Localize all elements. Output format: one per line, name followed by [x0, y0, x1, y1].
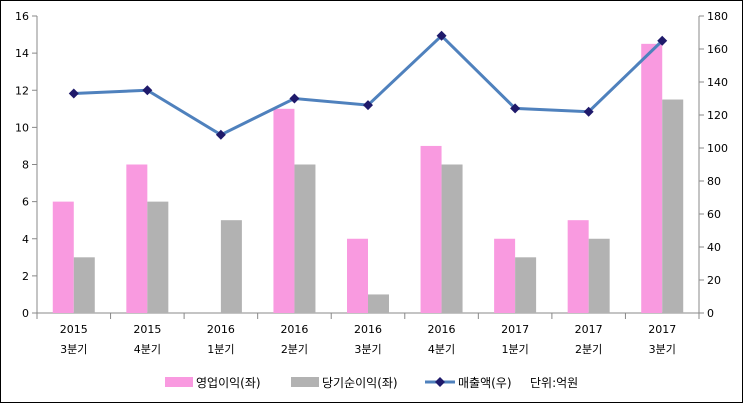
y-right-tick-label: 40	[707, 241, 721, 254]
x-tick-label-year: 2015	[60, 323, 88, 336]
y-left-tick-label: 8	[22, 159, 29, 172]
y-right-tick-label: 20	[707, 274, 721, 287]
y-right-tick-label: 120	[707, 109, 728, 122]
legend-swatch-net-profit	[291, 377, 319, 387]
y-left-tick-label: 10	[15, 121, 29, 134]
revenue-marker	[657, 35, 668, 46]
x-tick-label-year: 2017	[575, 323, 603, 336]
revenue-marker	[289, 93, 300, 104]
bar-operating-profit	[641, 43, 663, 313]
revenue-marker	[510, 103, 521, 114]
line-revenue	[73, 33, 664, 137]
y-left-tick-label: 16	[15, 10, 29, 23]
bar-net-profit	[441, 164, 463, 313]
bar-net-profit	[515, 257, 537, 313]
x-tick-label-year: 2016	[280, 323, 308, 336]
bar-net-profit	[147, 201, 169, 313]
x-tick-label-year: 2016	[207, 323, 235, 336]
bar-net-profit	[588, 238, 610, 313]
x-tick-label-year: 2016	[428, 323, 456, 336]
bar-operating-profit	[273, 108, 295, 313]
bar-net-profit	[73, 257, 95, 313]
x-tick-label-quarter: 1분기	[207, 343, 234, 356]
x-tick-label-year: 2016	[354, 323, 382, 336]
bar-operating-profit	[52, 201, 74, 313]
legend-swatch-operating-profit	[165, 377, 193, 387]
y-right-tick-label: 60	[707, 208, 721, 221]
legend-label-net-profit: 당기순이익(좌)	[322, 376, 398, 390]
revenue-marker	[363, 100, 373, 111]
legend-marker-revenue	[435, 377, 445, 387]
revenue-marker	[215, 129, 226, 140]
x-tick-label-year: 2017	[648, 323, 676, 336]
revenue-marker	[68, 88, 79, 99]
legend-label-revenue: 매출액(우)	[458, 376, 512, 390]
x-tick-label-quarter: 1분기	[501, 343, 528, 356]
x-tick-label-year: 2015	[133, 323, 161, 336]
x-tick-label-quarter: 4분기	[134, 343, 161, 356]
bar-operating-profit	[567, 220, 589, 313]
unit-note: 단위:억원	[530, 376, 578, 390]
x-tick-label-quarter: 3분기	[649, 343, 676, 356]
bar-operating-profit	[126, 164, 148, 313]
y-left-tick-label: 12	[15, 84, 29, 97]
y-right-tick-label: 140	[707, 76, 728, 89]
x-tick-label-year: 2017	[501, 323, 529, 336]
y-right-tick-label: 180	[707, 10, 728, 23]
bar-net-profit	[220, 220, 242, 313]
revenue-marker	[436, 30, 447, 41]
y-left-tick-label: 4	[22, 233, 29, 246]
x-tick-label-quarter: 2분기	[281, 343, 308, 356]
x-tick-label-quarter: 3분기	[354, 343, 381, 356]
y-left-tick-label: 14	[15, 47, 29, 60]
bar-operating-profit	[420, 145, 442, 313]
bar-net-profit	[294, 164, 316, 313]
y-right-tick-label: 80	[707, 175, 721, 188]
bar-operating-profit	[494, 238, 516, 313]
x-tick-label-quarter: 2분기	[575, 343, 602, 356]
bar-operating-profit	[347, 238, 368, 313]
x-tick-label-quarter: 3분기	[60, 343, 87, 356]
bar-net-profit	[368, 294, 389, 313]
y-left-tick-label: 0	[22, 307, 29, 320]
y-right-tick-label: 100	[707, 142, 728, 155]
y-left-tick-label: 2	[22, 270, 29, 283]
bar-net-profit	[662, 99, 684, 313]
legend-label-operating-profit: 영업이익(좌)	[196, 376, 261, 390]
x-tick-label-quarter: 4분기	[428, 343, 455, 356]
y-right-tick-label: 160	[707, 43, 728, 56]
y-left-tick-label: 6	[22, 196, 29, 209]
revenue-marker	[142, 85, 153, 96]
revenue-marker	[583, 106, 594, 117]
y-right-tick-label: 0	[707, 307, 714, 320]
